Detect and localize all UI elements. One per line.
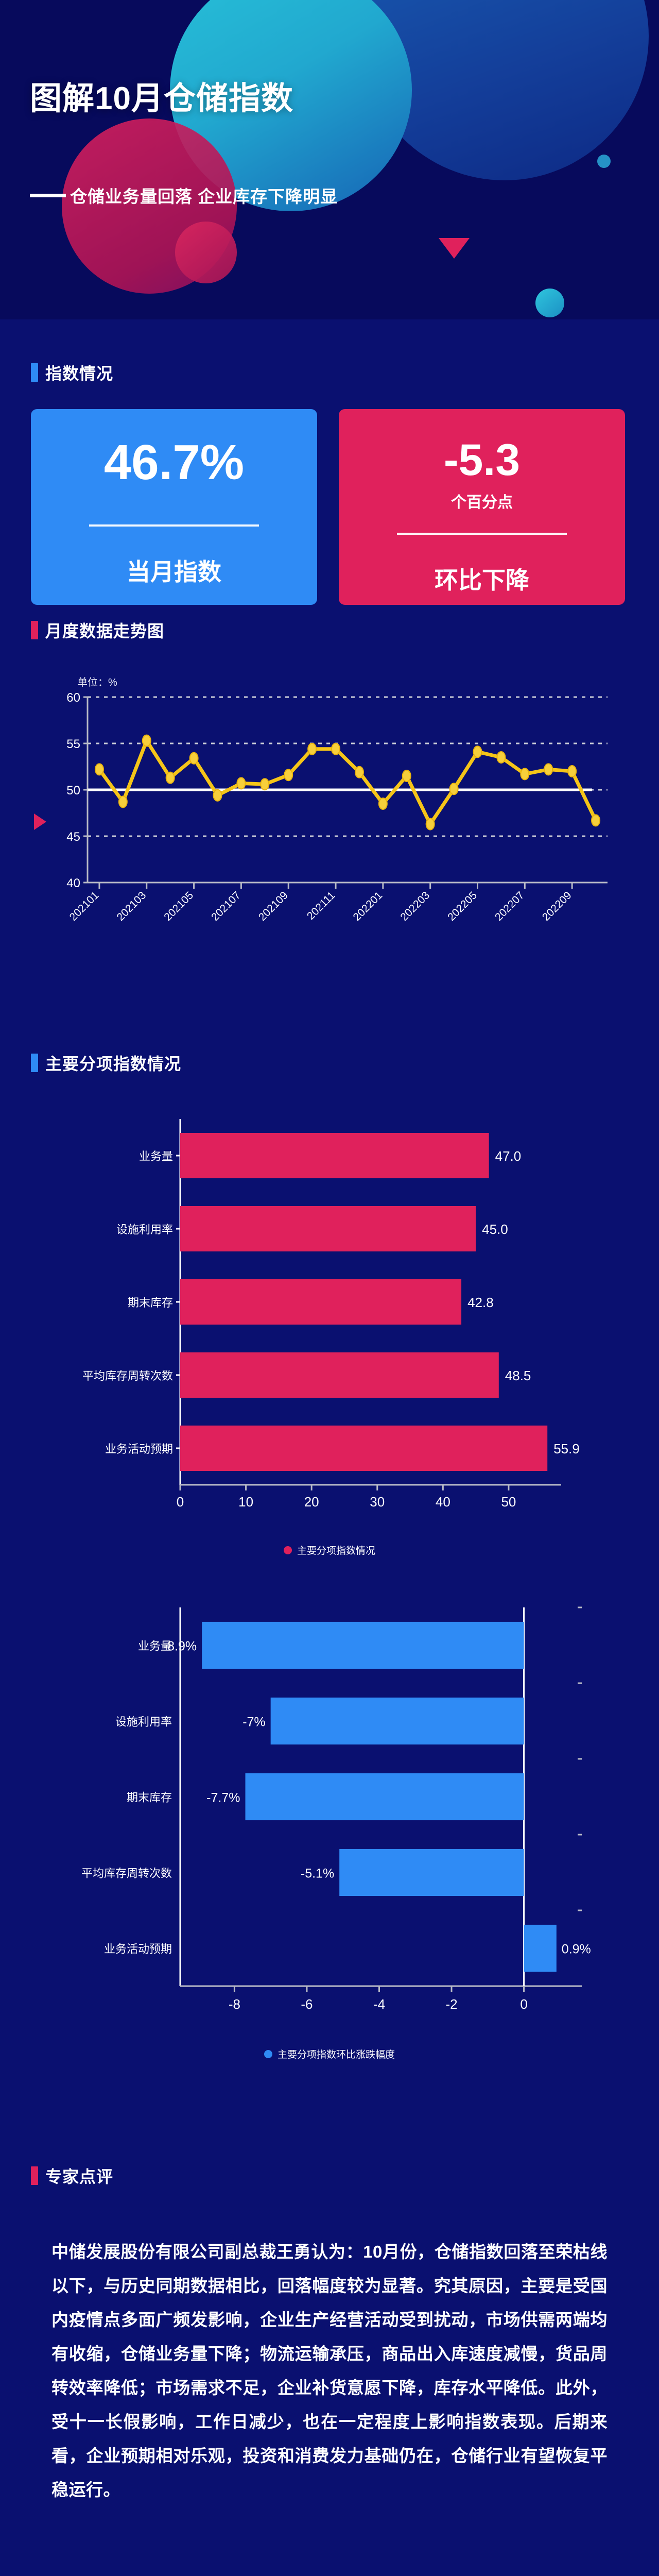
svg-text:202203: 202203	[398, 889, 432, 923]
svg-text:业务量: 业务量	[138, 1640, 172, 1653]
svg-text:10: 10	[238, 1494, 253, 1510]
expert-comment-section: 专家点评 中储发展股份有限公司副总裁王勇认为：10月份，仓储指数回落至荣枯线以下…	[31, 2164, 628, 2507]
kpi-label: 环比下降	[435, 567, 529, 594]
trend-section-title: 月度数据走势图	[45, 622, 165, 640]
legend-marker-icon	[264, 2049, 272, 2058]
subindex-section-heading: 主要分项指数情况	[31, 1051, 628, 1075]
section-accent-bar-icon	[31, 1054, 38, 1072]
svg-text:50: 50	[66, 784, 80, 798]
svg-text:55.9: 55.9	[553, 1441, 580, 1456]
svg-text:20: 20	[304, 1494, 319, 1510]
svg-text:40: 40	[66, 876, 80, 890]
page-title: 图解10月仓储指数	[30, 81, 293, 116]
svg-text:平均库存周转次数: 平均库存周转次数	[82, 1369, 173, 1382]
triangle-down-icon	[439, 238, 470, 259]
subindex-change-bar-chart-svg: -8 -6 -4 -2 0 业务量-8.9% 设施利用率 -7% 期末库存 -7.7% 平均库存周转…	[81, 1606, 591, 2012]
svg-text:-2: -2	[445, 1996, 457, 2012]
svg-text:48.5: 48.5	[505, 1368, 531, 1383]
svg-text:-8.9%: -8.9%	[163, 1639, 197, 1654]
svg-text:期末库存: 期末库存	[128, 1296, 173, 1309]
index-section-heading: 指数情况	[31, 361, 628, 384]
svg-text:设施利用率: 设施利用率	[115, 1716, 172, 1728]
legend-label: 主要分项指数情况	[297, 1546, 375, 1556]
bar-chart-1-legend: 主要分项指数情况	[31, 1543, 628, 1557]
subindex-section-title: 主要分项指数情况	[45, 1055, 182, 1073]
svg-text:202205: 202205	[445, 889, 479, 923]
legend-label: 主要分项指数环比涨跌幅度	[277, 2049, 395, 2060]
header-banner: 图解10月仓储指数 仓储业务量回落 企业库存下降明显	[0, 0, 659, 319]
index-section-title: 指数情况	[45, 364, 114, 383]
kpi-divider	[397, 533, 567, 535]
svg-text:30: 30	[370, 1494, 385, 1510]
current-level-marker-icon	[34, 814, 46, 830]
svg-text:202107: 202107	[209, 889, 243, 923]
svg-text:50: 50	[501, 1494, 516, 1510]
kpi-value: -5.3	[443, 435, 521, 485]
svg-text:42.8: 42.8	[467, 1295, 494, 1310]
kpi-label: 当月指数	[127, 558, 221, 585]
svg-text:55: 55	[66, 737, 80, 751]
bar-chart-2-legend: 主要分项指数环比涨跌幅度	[31, 2047, 628, 2061]
subindex-change-section: -8 -6 -4 -2 0 业务量 -8.9% 设施利用率 -7% 期末库存 -7.7% 平均库存周转…	[31, 1592, 628, 2061]
subtitle-dash-icon	[30, 193, 66, 197]
subindex-section: 主要分项指数情况 0 10 20 30 40 50 业务量 47.0 设施利用率 45.0 期末库存…	[31, 1051, 628, 1557]
svg-text:202109: 202109	[256, 889, 290, 923]
kpi-unit: 个百分点	[451, 494, 513, 511]
svg-text:期末库存: 期末库存	[127, 1791, 172, 1804]
section-accent-bar-icon	[31, 2166, 38, 2185]
subindex-bar-chart-svg: 0 10 20 30 40 50 业务量 47.0 设施利用率 45.0 期末库存 42.8 平均库存周…	[82, 1119, 580, 1510]
svg-text:-5.1%: -5.1%	[301, 1867, 334, 1881]
svg-text:-7%: -7%	[242, 1715, 265, 1730]
svg-text:202207: 202207	[493, 889, 527, 923]
trend-section-heading: 月度数据走势图	[31, 618, 628, 642]
comment-section-title: 专家点评	[45, 2167, 114, 2186]
decorative-circle-magenta-small	[175, 222, 237, 283]
chart-unit-note: 单位：%	[77, 677, 117, 688]
svg-text:业务活动预期: 业务活动预期	[104, 1943, 172, 1956]
svg-text:202103: 202103	[114, 889, 148, 923]
line-chart-svg: 40 45 50 55 60 202101 202103 202105 202107 202109…	[66, 691, 608, 923]
index-section: 指数情况 46.7% 当月指数 -5.3 个百分点 环比下降	[31, 361, 628, 605]
monthly-trend-line-chart: 40 45 50 55 60 202101 202103 202105 202107 202109…	[31, 691, 628, 950]
kpi-divider	[89, 524, 259, 527]
svg-text:平均库存周转次数: 平均库存周转次数	[81, 1867, 172, 1880]
section-accent-bar-icon	[31, 363, 38, 382]
trend-section: 月度数据走势图 单位：% 40 45 50 55 60 202101 202103 20210…	[31, 618, 628, 950]
section-accent-bar-icon	[31, 621, 38, 639]
svg-text:-8: -8	[229, 1996, 240, 2012]
svg-text:0: 0	[177, 1494, 184, 1510]
svg-text:45.0: 45.0	[482, 1222, 508, 1237]
svg-text:设施利用率: 设施利用率	[116, 1223, 173, 1236]
svg-text:60: 60	[66, 692, 80, 705]
decorative-dot-teal	[535, 289, 564, 317]
svg-text:202105: 202105	[162, 889, 196, 923]
svg-text:-7.7%: -7.7%	[206, 1791, 240, 1805]
svg-text:业务活动预期: 业务活动预期	[105, 1443, 173, 1455]
svg-text:0: 0	[520, 1996, 527, 2012]
svg-text:-4: -4	[373, 1996, 385, 2012]
svg-text:-6: -6	[301, 1996, 313, 2012]
legend-marker-icon	[283, 1546, 292, 1554]
comment-body-text: 中储发展股份有限公司副总裁王勇认为：10月份，仓储指数回落至荣枯线以下，与历史同…	[51, 2242, 608, 2499]
svg-text:202209: 202209	[540, 889, 574, 923]
subtitle-text: 仓储业务量回落 企业库存下降明显	[70, 187, 338, 206]
svg-text:45: 45	[66, 830, 80, 844]
svg-text:0.9%: 0.9%	[562, 1942, 591, 1957]
svg-text:业务量: 业务量	[139, 1150, 173, 1163]
svg-text:40: 40	[436, 1494, 450, 1510]
decorative-dot-small	[597, 155, 611, 168]
svg-text:47.0: 47.0	[495, 1148, 522, 1164]
kpi-card-month-over-month: -5.3 个百分点 环比下降	[339, 409, 625, 605]
svg-text:202111: 202111	[305, 889, 338, 922]
kpi-value: 46.7%	[103, 435, 245, 490]
svg-text:202201: 202201	[351, 889, 385, 923]
comment-section-heading: 专家点评	[31, 2164, 628, 2188]
svg-text:202101: 202101	[67, 889, 101, 923]
page-subtitle: 仓储业务量回落 企业库存下降明显	[30, 183, 338, 208]
kpi-card-current-index: 46.7% 当月指数	[31, 409, 317, 605]
